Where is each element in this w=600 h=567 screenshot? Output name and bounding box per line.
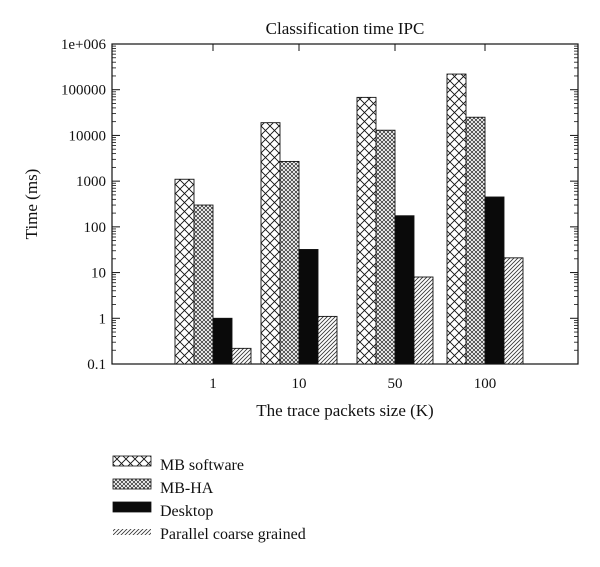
legend-label: MB-HA xyxy=(160,480,214,497)
bar-parallel-coarse-grained-100 xyxy=(503,257,524,365)
x-tick-label: 50 xyxy=(388,376,403,392)
y-tick-label: 10000 xyxy=(69,128,107,144)
chart-title: Classification time IPC xyxy=(266,19,425,38)
y-tick-label: 100 xyxy=(84,220,107,236)
bar-mb-software-50 xyxy=(356,96,377,365)
bar-desktop-50 xyxy=(394,215,415,365)
y-axis-ticks: 0.1 1 10 100 1000 10000 100000 1e+006 xyxy=(61,37,578,373)
legend-swatch-mb-software xyxy=(112,455,152,467)
y-tick-label: 100000 xyxy=(61,83,106,99)
bar-parallel-coarse-grained-10 xyxy=(317,315,338,365)
legend-swatch-parallel-coarse-grained xyxy=(113,529,151,535)
bar-desktop-100 xyxy=(484,196,505,365)
bar-mb-software-10 xyxy=(260,122,281,365)
legend-swatch-mb-ha xyxy=(112,478,152,490)
bar-mb-software-100 xyxy=(446,73,467,365)
bar-mb-ha-1 xyxy=(193,204,214,365)
y-tick-label: 0.1 xyxy=(87,357,106,373)
legend: MB software MB-HA Desktop Parallel coarse g… xyxy=(112,455,306,543)
bar-mb-software-1 xyxy=(174,178,195,365)
y-tick-label: 1000 xyxy=(76,174,106,190)
y-tick-label: 1e+006 xyxy=(61,37,107,53)
bar-mb-ha-50 xyxy=(375,129,396,365)
bar-parallel-coarse-grained-1 xyxy=(231,347,252,365)
x-axis-ticks: 1 10 50 100 xyxy=(209,44,496,392)
bar-mb-ha-100 xyxy=(465,116,486,365)
x-tick-label: 10 xyxy=(292,376,307,392)
x-tick-label: 100 xyxy=(474,376,497,392)
x-axis-label: The trace packets size (K) xyxy=(256,401,433,420)
plot-frame xyxy=(111,43,579,365)
bar-parallel-coarse-grained-50 xyxy=(413,276,434,365)
y-axis-label: Time (ms) xyxy=(22,169,41,240)
bar-desktop-1 xyxy=(212,317,233,365)
legend-label: MB software xyxy=(160,457,244,474)
bar-mb-ha-10 xyxy=(279,160,300,365)
y-tick-label: 10 xyxy=(91,266,106,282)
bar-desktop-10 xyxy=(298,249,319,365)
legend-label: Parallel coarse grained xyxy=(160,526,306,543)
y-tick-label: 1 xyxy=(99,311,107,327)
bars xyxy=(174,73,524,365)
legend-swatch-desktop xyxy=(112,501,152,513)
legend-label: Desktop xyxy=(160,503,213,520)
x-tick-label: 1 xyxy=(209,376,217,392)
